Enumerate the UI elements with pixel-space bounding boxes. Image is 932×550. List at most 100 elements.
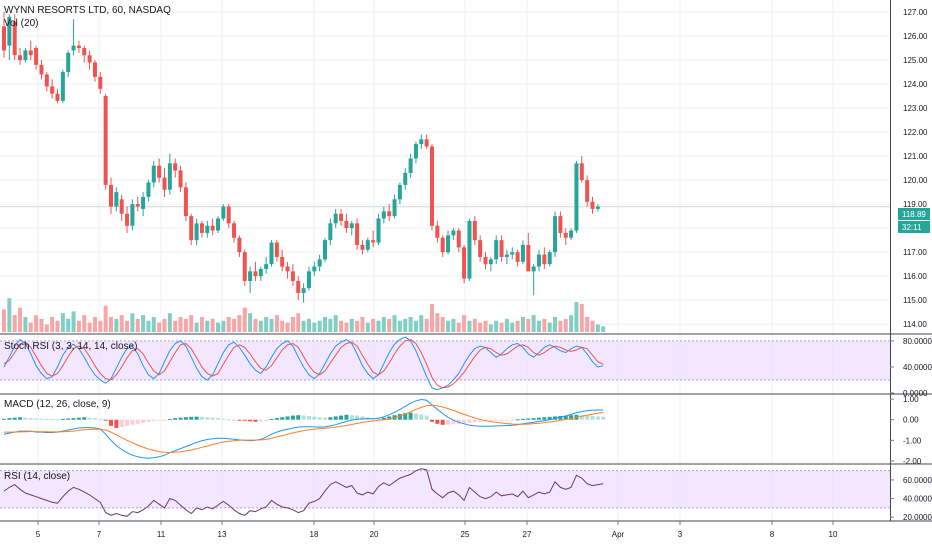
volume-bar — [179, 317, 183, 332]
macd-histogram-bar — [537, 418, 541, 420]
time-tick-label: 13 — [218, 530, 227, 539]
candle — [398, 183, 402, 205]
candle — [382, 207, 386, 224]
macd-histogram-bar — [275, 418, 279, 420]
macd-histogram-bar — [585, 416, 589, 420]
price-tick-label: 120.00 — [903, 176, 928, 185]
volume-bar — [232, 319, 236, 332]
macd-histogram-bar — [184, 417, 188, 419]
volume-bar — [23, 317, 27, 332]
macd-histogram-bar — [270, 419, 274, 420]
volume-bar — [489, 325, 493, 333]
candle-body — [377, 219, 381, 243]
volume-bar — [275, 315, 279, 332]
volume-bar — [467, 321, 471, 332]
macd-histogram-bar — [205, 417, 209, 419]
candle-body — [318, 259, 322, 266]
candle-body — [580, 163, 584, 180]
candle — [109, 178, 113, 214]
candle-body — [39, 65, 43, 75]
candle — [66, 50, 70, 76]
volume-bar — [39, 319, 43, 332]
macd-histogram-bar — [173, 418, 177, 420]
candle-body — [473, 221, 477, 240]
volume-bar — [98, 321, 102, 332]
volume-bar — [184, 319, 188, 332]
volume-bar — [360, 317, 364, 332]
candle — [414, 142, 418, 164]
candle — [457, 228, 461, 252]
volume-bar — [403, 319, 407, 332]
price-tick-label: 126.00 — [903, 32, 928, 41]
candle-body — [179, 171, 183, 188]
volume-bar — [157, 323, 161, 332]
macd-histogram-bar — [179, 418, 183, 420]
volume-bar — [136, 319, 140, 332]
time-tick-label: 18 — [310, 530, 319, 539]
price-tick-label: 115.00 — [903, 296, 927, 305]
candle — [18, 48, 22, 65]
candle — [173, 158, 177, 177]
candle-body — [425, 139, 429, 146]
volume-bar — [130, 313, 134, 332]
macd-histogram-bar — [77, 418, 81, 420]
volume-bar — [569, 315, 573, 332]
candle-body — [516, 252, 520, 262]
macd-histogram-bar — [601, 417, 605, 420]
volume-bar — [419, 315, 423, 332]
candle — [403, 168, 407, 190]
candle — [574, 161, 578, 233]
time-tick-label: 3 — [678, 530, 683, 539]
candle — [377, 214, 381, 245]
macd-histogram-bar — [82, 417, 86, 419]
candle — [542, 247, 546, 269]
candle — [275, 240, 279, 262]
candle — [77, 41, 81, 53]
volume-bar — [259, 321, 263, 332]
volume-bar — [451, 319, 455, 332]
rsi-band — [0, 471, 890, 508]
candle-body — [462, 247, 466, 278]
candle — [328, 219, 332, 245]
candle — [141, 192, 145, 216]
candle — [179, 166, 183, 192]
macd-histogram-bar — [312, 417, 316, 420]
candle-body — [542, 255, 546, 265]
candle-body — [312, 267, 316, 272]
price-axis[interactable]: 127.00 126.00 125.00 124.00 123.00 122.00 121.… — [890, 8, 932, 522]
macd-histogram-bar — [237, 420, 241, 421]
price-tick-label: 121.00 — [903, 152, 928, 161]
volume-bar — [585, 317, 589, 332]
macd-histogram-bar — [430, 420, 434, 422]
candle — [521, 240, 525, 264]
candle-body — [286, 267, 290, 272]
candle — [484, 252, 488, 269]
macd-histogram-bar — [216, 418, 220, 420]
macd-histogram-bar — [130, 420, 134, 425]
price-tick-label: 119.00 — [903, 200, 927, 209]
volume-bar — [473, 319, 477, 332]
volume-bar — [414, 321, 418, 332]
candle — [323, 238, 327, 262]
stoch-rsi-label: Stoch RSI (3, 3, 14, 14, close) — [4, 341, 137, 352]
volume-bar — [77, 321, 81, 332]
candle — [211, 219, 215, 236]
candle-body — [275, 243, 279, 257]
volume-label: Vol (20) — [4, 18, 38, 29]
candle — [446, 231, 450, 255]
macd-histogram-bar — [339, 416, 343, 420]
macd-histogram-bar — [152, 420, 156, 421]
candle — [264, 257, 268, 274]
time-axis[interactable]: 5 7 11 13 18 20 25 27 Apr 3 8 10 — [36, 521, 838, 539]
macd-histogram-bar — [494, 420, 498, 421]
volume-bar — [591, 321, 595, 332]
macd-histogram-bar — [66, 418, 70, 419]
volume-bar — [462, 315, 466, 332]
candle-body — [34, 48, 38, 65]
candle — [591, 197, 595, 214]
candle — [553, 211, 557, 257]
countdown-badge: 32:11 — [898, 221, 930, 233]
candle — [189, 214, 193, 245]
candle-body — [248, 271, 252, 281]
